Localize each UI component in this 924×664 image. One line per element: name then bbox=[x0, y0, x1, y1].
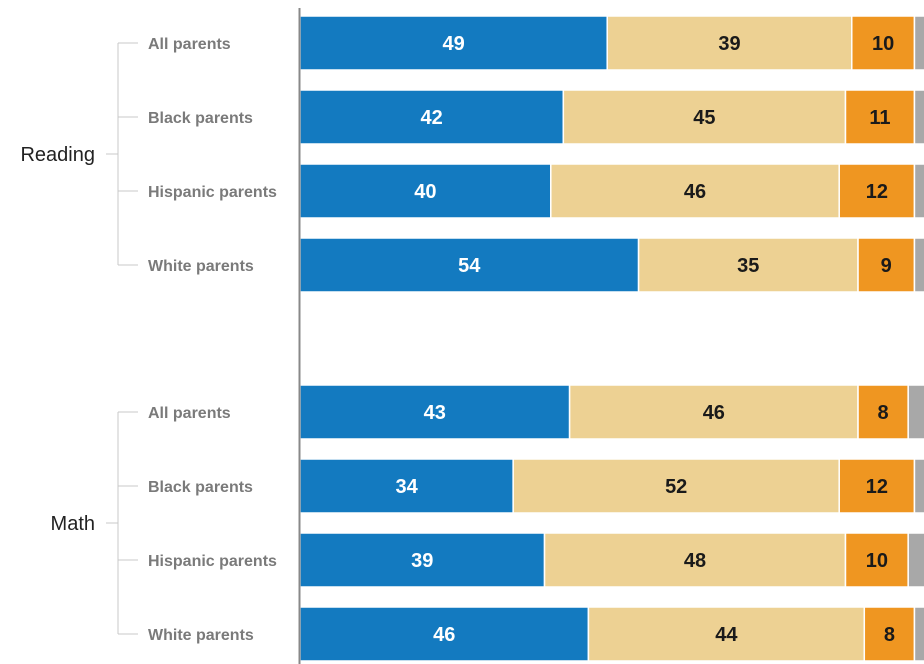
bar-segment bbox=[512, 458, 840, 514]
bar-segment bbox=[913, 606, 924, 662]
category-label: Black parents bbox=[148, 479, 253, 496]
bar-segment bbox=[299, 384, 571, 440]
category-label: Hispanic parents bbox=[148, 184, 277, 201]
bar-segment bbox=[562, 89, 847, 145]
data-label: 10 bbox=[866, 550, 888, 572]
category-label: Black parents bbox=[148, 110, 253, 127]
data-label: 40 bbox=[414, 181, 436, 203]
data-label: 42 bbox=[421, 107, 443, 129]
data-label: 46 bbox=[684, 181, 706, 203]
category-label: White parents bbox=[148, 627, 254, 644]
data-label: 39 bbox=[411, 550, 433, 572]
group-label: Reading bbox=[20, 144, 95, 166]
bar-segment bbox=[299, 237, 640, 293]
bar-segment bbox=[637, 237, 859, 293]
data-label: 52 bbox=[665, 476, 687, 498]
data-label: 8 bbox=[884, 624, 895, 646]
bar-segment bbox=[863, 606, 916, 662]
data-label: 12 bbox=[866, 181, 888, 203]
data-label: 54 bbox=[458, 255, 481, 277]
category-label: All parents bbox=[148, 405, 231, 422]
data-label: 45 bbox=[693, 107, 715, 129]
bar-segment bbox=[299, 15, 608, 71]
bar-segment bbox=[913, 237, 924, 293]
bars: 49 39 10 42 45 11 40 46 12 54 35 9 43 46 8 34 52 12 39 48 10… bbox=[299, 15, 924, 662]
bar-segment bbox=[907, 384, 924, 440]
bar-segment bbox=[913, 163, 924, 219]
data-label: 35 bbox=[737, 255, 759, 277]
bar-segment bbox=[568, 384, 859, 440]
bar-segment bbox=[851, 15, 916, 71]
bar-segment bbox=[606, 15, 853, 71]
category-label: All parents bbox=[148, 36, 231, 53]
row-labels: All parents Black parents Hispanic parents… bbox=[20, 36, 277, 644]
bar-segment bbox=[844, 89, 916, 145]
data-label: 49 bbox=[442, 33, 464, 55]
data-label: 9 bbox=[881, 255, 892, 277]
bar-segment bbox=[838, 163, 916, 219]
bar-segment bbox=[907, 532, 924, 588]
data-label: 11 bbox=[869, 107, 890, 129]
bar-segment bbox=[913, 458, 924, 514]
bar-segment bbox=[299, 89, 565, 145]
data-label: 48 bbox=[684, 550, 706, 572]
data-label: 39 bbox=[718, 33, 740, 55]
category-label: White parents bbox=[148, 258, 254, 275]
bar-segment bbox=[299, 458, 514, 514]
category-label: Hispanic parents bbox=[148, 553, 277, 570]
bar-segment bbox=[844, 532, 909, 588]
bar-segment bbox=[838, 458, 916, 514]
data-label: 46 bbox=[703, 402, 725, 424]
data-label: 12 bbox=[866, 476, 888, 498]
bar-segment bbox=[857, 384, 909, 440]
bar-segment bbox=[299, 163, 552, 219]
bar-segment bbox=[543, 532, 847, 588]
data-label: 10 bbox=[872, 33, 894, 55]
data-label: 46 bbox=[433, 624, 455, 646]
bar-segment bbox=[913, 89, 924, 145]
bar-segment bbox=[299, 606, 590, 662]
bar-segment bbox=[913, 15, 924, 71]
group-brackets bbox=[106, 42, 138, 635]
data-label: 8 bbox=[878, 402, 889, 424]
group-label: Math bbox=[51, 513, 95, 535]
data-label: 44 bbox=[715, 624, 738, 646]
data-label: 34 bbox=[395, 476, 418, 498]
data-label: 43 bbox=[424, 402, 446, 424]
